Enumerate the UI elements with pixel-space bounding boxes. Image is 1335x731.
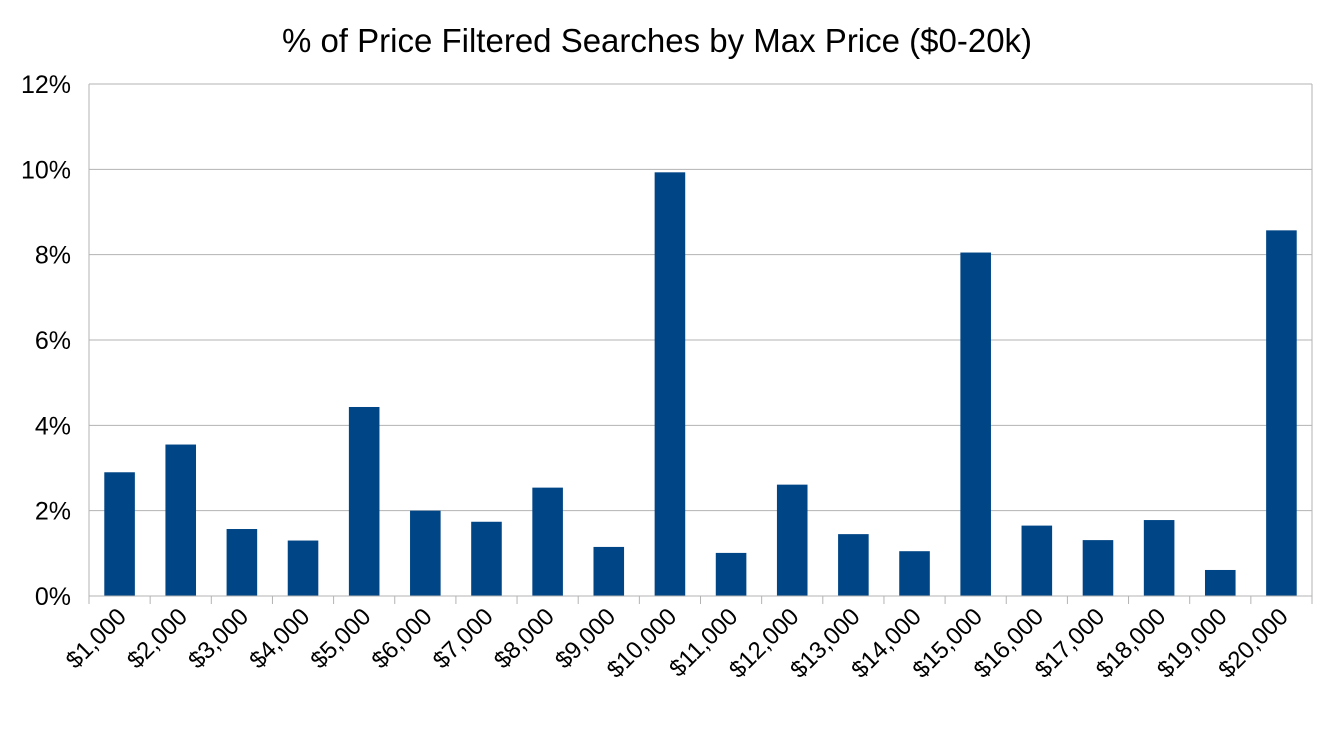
x-tick-label: $5,000 [305,603,376,674]
bar [593,546,625,596]
bar [226,529,258,596]
x-axis-tick-labels: $1,000$2,000$3,000$4,000$5,000$6,000$7,0… [61,603,1294,683]
bar [165,444,197,596]
bar [776,484,808,596]
bar [1143,520,1175,596]
x-tick-label: $2,000 [122,603,193,674]
bar [1021,525,1053,596]
bar [348,406,380,596]
bar [287,540,319,596]
bar [1266,230,1297,596]
bar [654,172,686,596]
gridlines [88,83,1313,597]
y-tick-label: 6% [35,327,71,355]
y-tick-label: 0% [35,583,71,611]
bar [532,487,563,596]
y-axis-tick-labels: 0% 2% 4% 6% 8% 10% 12% [21,71,71,611]
bars [104,172,1297,597]
chart-title: % of Price Filtered Searches by Max Pric… [282,22,1032,59]
bar [715,552,747,596]
bar [838,534,869,596]
bar [1082,540,1114,596]
x-tick-label: $1,000 [61,603,132,674]
x-tick-label: $7,000 [428,603,499,674]
y-tick-label: 8% [35,242,71,270]
x-tick-label: $3,000 [183,603,254,674]
bar [104,472,135,596]
bar [899,551,930,596]
y-tick-label: 4% [35,412,71,440]
x-tick-label: $8,000 [489,603,560,674]
bar [410,510,441,596]
y-tick-label: 10% [21,156,71,184]
y-tick-label: 12% [21,71,71,99]
bar [960,252,991,597]
x-tick-label: $6,000 [367,603,438,674]
y-tick-label: 2% [35,498,71,526]
bar [1204,569,1236,596]
x-tick-label: $4,000 [244,603,315,674]
bar [471,521,502,596]
x-axis [88,595,1313,604]
